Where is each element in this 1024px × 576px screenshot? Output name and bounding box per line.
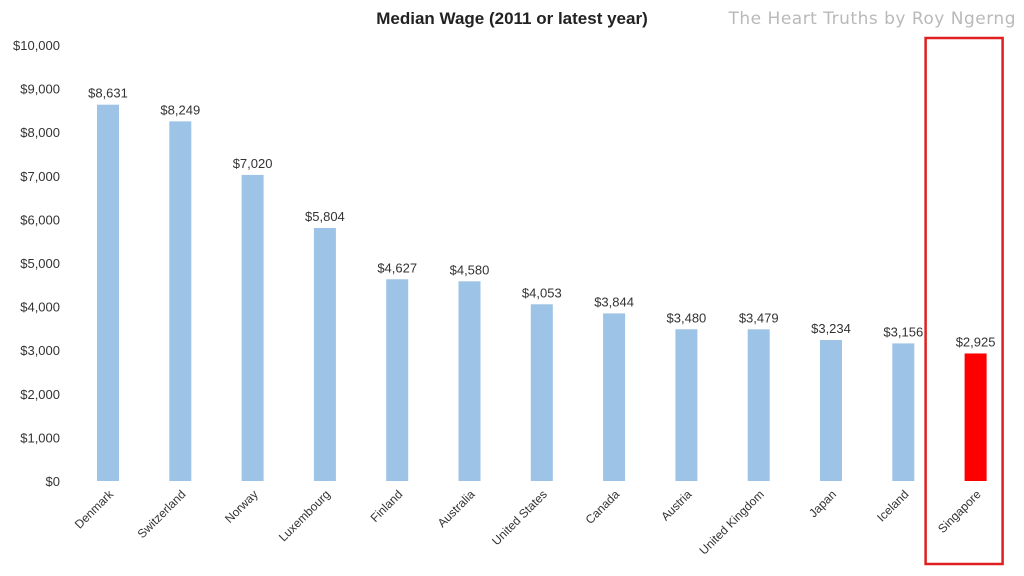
x-tick-label: Australia — [435, 487, 478, 530]
y-tick-label: $0 — [46, 474, 60, 489]
bar — [169, 121, 192, 481]
y-tick-label: $3,000 — [20, 343, 60, 358]
watermark-text: The Heart Truths by Roy Ngerng — [728, 9, 1016, 29]
y-tick-label: $5,000 — [20, 256, 60, 271]
bar — [964, 353, 987, 481]
data-label: $3,479 — [739, 310, 779, 325]
data-label: $4,627 — [377, 260, 417, 275]
data-label: $4,580 — [450, 262, 490, 277]
data-label: $3,156 — [883, 324, 923, 339]
x-tick-label: Norway — [222, 487, 261, 526]
data-label: $3,234 — [811, 321, 851, 336]
data-label: $8,249 — [160, 102, 200, 117]
x-tick-label: Singapore — [935, 487, 984, 536]
data-label: $5,804 — [305, 209, 345, 224]
y-tick-label: $7,000 — [20, 169, 60, 184]
bar — [458, 281, 481, 481]
data-label: $2,925 — [956, 334, 996, 349]
bar — [97, 104, 119, 481]
x-tick-label: Austria — [658, 487, 695, 524]
bar — [530, 304, 553, 481]
x-tick-label: United Kingdom — [697, 487, 767, 557]
x-tick-label: Finland — [368, 487, 406, 525]
x-tick-label: Japan — [806, 487, 839, 520]
bar — [820, 339, 842, 481]
y-tick-label: $10,000 — [13, 38, 60, 53]
x-tick-label: Canada — [583, 487, 623, 527]
x-tick-label: Luxembourg — [276, 487, 333, 544]
data-label: $7,020 — [233, 156, 273, 171]
bar — [892, 343, 915, 481]
bar — [386, 279, 409, 481]
highlight-box — [924, 36, 1004, 566]
data-label: $3,480 — [667, 310, 707, 325]
y-tick-label: $4,000 — [20, 300, 60, 315]
x-tick-label: Denmark — [72, 487, 117, 532]
y-tick-label: $8,000 — [20, 125, 60, 140]
data-label: $4,053 — [522, 285, 562, 300]
y-tick-label: $2,000 — [20, 387, 60, 402]
x-tick-label: Iceland — [874, 487, 911, 524]
bar — [603, 313, 626, 481]
data-label: $3,844 — [594, 294, 634, 309]
chart-title: Median Wage (2011 or latest year) — [376, 9, 648, 28]
bar — [313, 227, 336, 481]
bar — [675, 329, 698, 481]
y-tick-label: $1,000 — [20, 430, 60, 445]
bar — [747, 329, 770, 481]
data-label: $8,631 — [88, 86, 128, 101]
x-tick-label: Switzerland — [135, 487, 189, 541]
x-tick-label: United States — [489, 487, 550, 548]
y-tick-label: $9,000 — [20, 82, 60, 97]
y-tick-label: $6,000 — [20, 212, 60, 227]
bar — [241, 174, 264, 482]
